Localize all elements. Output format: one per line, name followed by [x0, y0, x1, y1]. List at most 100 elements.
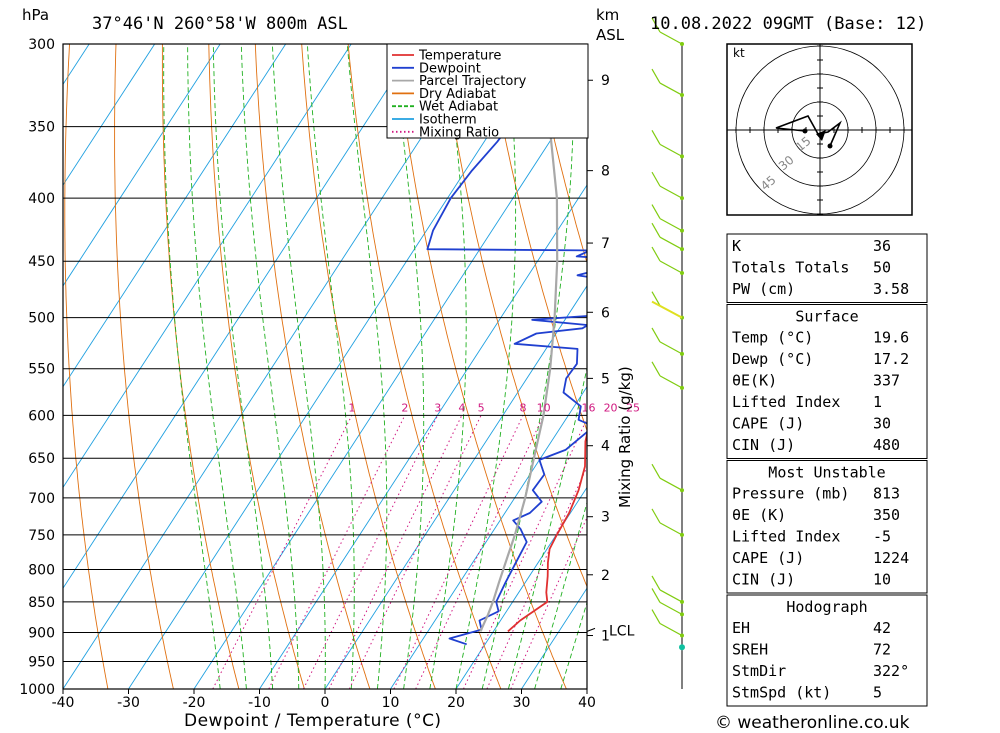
- table-row-value: 813: [873, 485, 900, 503]
- mixing-ratio-line: [328, 415, 463, 689]
- wind-barb: [659, 341, 683, 355]
- mixing-ratio-label: 8: [520, 401, 527, 414]
- indices-table: K 36 Totals Totals 50 PW (cm) 3.58 Surface Temp…: [726, 233, 928, 707]
- wind-barb: [659, 143, 683, 157]
- wind-barb-dot: [680, 270, 684, 275]
- pressure-tick-label: 700: [28, 491, 55, 507]
- pressure-tick-label: 400: [28, 191, 55, 207]
- table-row-label: K: [732, 237, 741, 255]
- wind-barb-dot: [680, 633, 684, 638]
- wind-barb: [659, 477, 683, 491]
- isotherm-line: [63, 44, 156, 186]
- wet-adiabat-line: [187, 44, 247, 689]
- mixing-ratio-label: 20: [604, 401, 618, 414]
- wet-adiabat-line: [240, 44, 300, 689]
- mixing-ratio-line: [268, 415, 406, 689]
- temperature-tick-label: -20: [183, 695, 206, 711]
- isotherm-line: [63, 44, 221, 287]
- hodograph-marker: [827, 143, 833, 149]
- wind-barb: [651, 575, 661, 591]
- table-row-value: 480: [873, 436, 900, 454]
- isotherm-line: [259, 184, 587, 689]
- wind-barb-dot: [680, 247, 684, 252]
- pressure-tick-label: 750: [28, 528, 55, 544]
- wind-barb: [651, 327, 661, 343]
- pressure-tick-label: 800: [28, 562, 55, 578]
- table-block: [726, 460, 928, 594]
- table-row-label: PW (cm): [732, 280, 795, 298]
- mixing-ratio-label: 4: [458, 401, 465, 414]
- km-tick-label: 8: [601, 164, 610, 180]
- wind-barb: [651, 508, 661, 524]
- isotherm-line: [63, 44, 352, 489]
- table-row-value: 10: [873, 571, 891, 589]
- km-tick-label: 6: [601, 305, 610, 321]
- legend-entry: Temperature: [418, 49, 501, 64]
- wind-barb: [659, 218, 683, 232]
- credit-text: © weatheronline.co.uk: [715, 713, 910, 733]
- temperature-tick-label: -10: [248, 695, 271, 711]
- wind-barb: [659, 185, 683, 199]
- wind-barb: [659, 589, 683, 603]
- pressure-tick-label: 900: [28, 626, 55, 642]
- lcl-label: LCL: [609, 623, 635, 639]
- pressure-tick-label: 500: [28, 311, 55, 327]
- km-label: km: [596, 6, 619, 24]
- table-row-value: 19.6: [873, 329, 909, 347]
- table-row-value: 5: [873, 684, 882, 702]
- wind-barb-dot: [680, 612, 684, 617]
- isotherm-line: [128, 44, 549, 689]
- surface-wind-marker: [679, 644, 685, 651]
- wind-barb: [651, 204, 661, 219]
- mixing-ratio-line: [510, 516, 587, 689]
- table-row-label: θE (K): [732, 506, 786, 524]
- table-row-value: 337: [873, 372, 900, 390]
- table-row-value: 72: [873, 641, 891, 659]
- wind-barb: [651, 588, 661, 603]
- wind-barb: [659, 82, 683, 96]
- mixing-ratio-label: 1: [348, 401, 355, 414]
- temperature-tick-label: 20: [447, 695, 465, 711]
- pressure-tick-label: 300: [28, 37, 55, 53]
- hpa-unit-label: hPa: [22, 6, 49, 24]
- table-row-value: 322°: [873, 662, 909, 680]
- mixing-ratio-line: [393, 415, 524, 689]
- wind-barb-dot: [680, 42, 684, 46]
- wind-barb-dot: [680, 196, 684, 201]
- mixing-ratio-label: 3: [434, 401, 441, 414]
- temperature-tick-label: 30: [513, 695, 531, 711]
- temperature-tick-label: 10: [382, 695, 400, 711]
- parcel-trajectory-line: [479, 44, 559, 632]
- table-row-label: Pressure (mb): [732, 485, 849, 503]
- pressure-tick-label: 450: [28, 254, 55, 270]
- wind-barb-dot: [680, 93, 684, 98]
- wet-adiabat-line: [429, 44, 467, 689]
- wind-barb-dot: [680, 532, 684, 537]
- dry-adiabat-line: [952, 44, 1000, 689]
- wind-barb-dot: [680, 488, 684, 493]
- table-row-label: Dewp (°C): [732, 350, 813, 368]
- table-row-label: CAPE (J): [732, 549, 804, 567]
- wind-barb: [651, 68, 661, 84]
- wind-barb: [659, 236, 683, 250]
- table-row-value: 1224: [873, 549, 909, 567]
- asl-label: ASL: [596, 26, 625, 44]
- pressure-tick-label: 550: [28, 362, 55, 378]
- km-tick-label: 2: [601, 568, 610, 584]
- table-row-value: 350: [873, 506, 900, 524]
- table-row-value: 1: [873, 393, 882, 411]
- dry-adiabat-line: [161, 44, 240, 689]
- wet-adiabat-line: [271, 44, 326, 689]
- wind-barb: [651, 361, 661, 377]
- isotherm-line: [0, 44, 24, 689]
- table-row-label: SREH: [732, 641, 768, 659]
- pressure-tick-label: 1000: [19, 682, 55, 698]
- table-row-value: -5: [873, 528, 891, 546]
- isotherm-line: [455, 486, 587, 689]
- table-row-label: CIN (J): [732, 571, 795, 589]
- table-row-label: Temp (°C): [732, 329, 813, 347]
- isotherm-line: [390, 385, 587, 689]
- wind-barb: [651, 17, 661, 33]
- wind-barb: [651, 463, 661, 479]
